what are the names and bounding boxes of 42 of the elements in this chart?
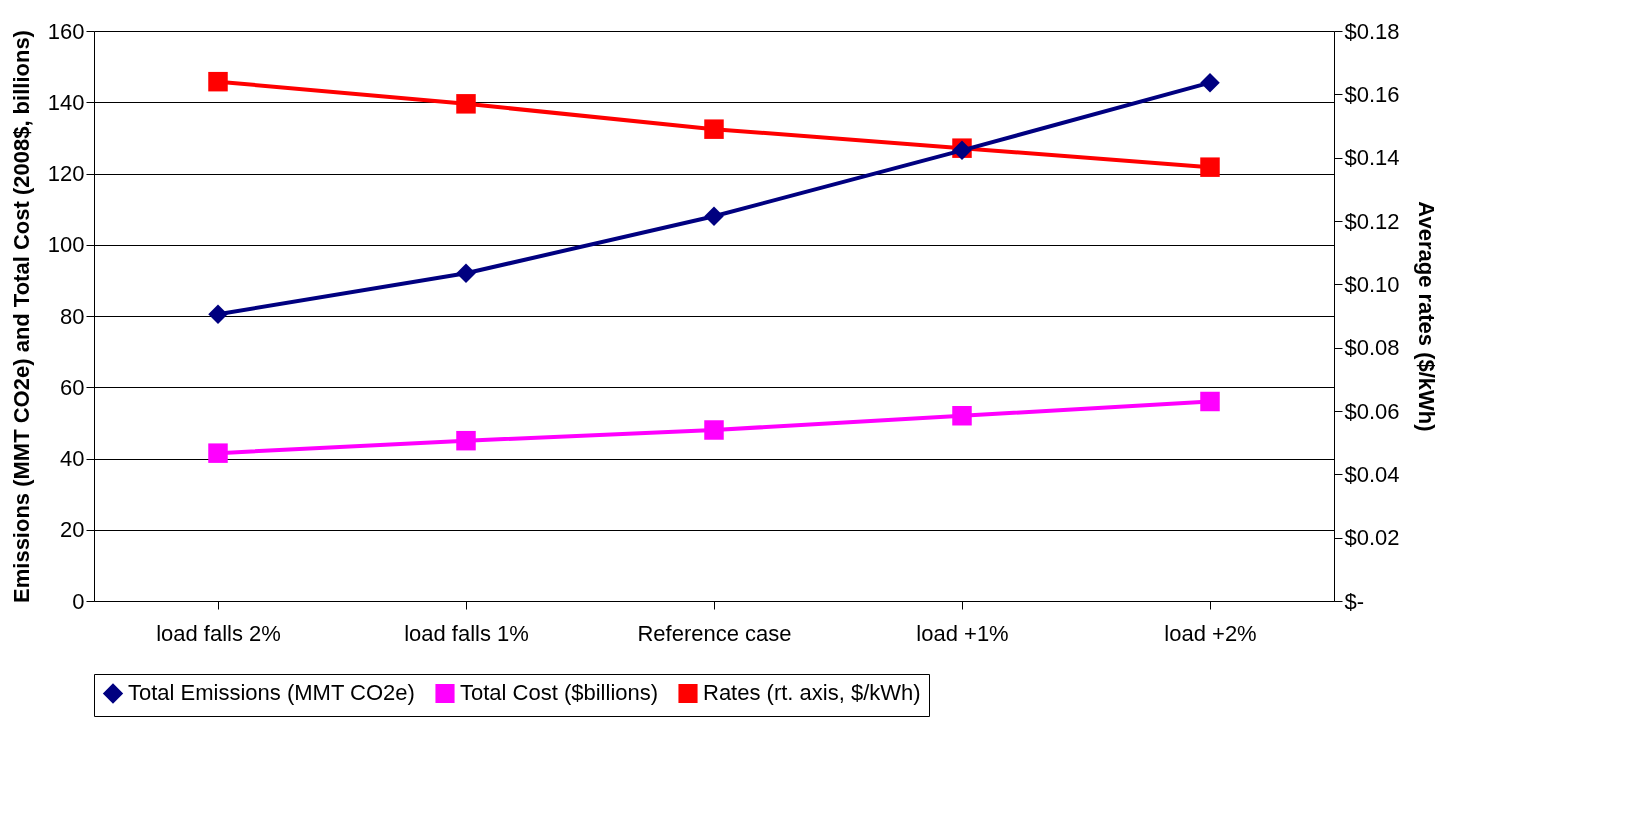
y2-tick-label: $0.18 [1344, 18, 1400, 44]
x-tick-label: load falls 1% [404, 620, 529, 646]
point [1200, 72, 1220, 93]
legend-label: Rates (rt. axis, $/kWh) [703, 680, 921, 706]
y2-tick-label: $0.02 [1344, 525, 1400, 551]
x-tick-label: load falls 2% [156, 620, 281, 646]
point [704, 119, 724, 139]
y-tick-label: 40 [60, 446, 85, 471]
y-tick-label: 20 [60, 517, 85, 543]
point [704, 420, 724, 440]
point [704, 206, 724, 226]
y2-axis-title: Average rates ($/kWh) [1413, 201, 1439, 432]
x-tick-label: load +2% [1164, 620, 1257, 646]
y2-tick-label: $0.16 [1344, 81, 1400, 107]
legend-label: Total Emissions (MMT CO2e) [128, 680, 415, 706]
point [1200, 391, 1220, 412]
y2-tick-label: $0.08 [1344, 335, 1400, 361]
y2-tick-label: $0.06 [1344, 398, 1400, 424]
legend-label: Total Cost ($billions) [460, 680, 659, 706]
point [208, 71, 228, 92]
point [456, 94, 476, 114]
x-tick-label: load +1% [916, 620, 1009, 646]
point [952, 406, 972, 426]
y-tick-label: 0 [72, 588, 85, 614]
y-tick-label: 100 [47, 232, 85, 258]
y-tick-label: 160 [47, 18, 85, 44]
y-axis-title: Emissions (MMT CO2e) and Total Cost (2008$, billions) [8, 30, 34, 603]
y2-tick-label: $0.12 [1344, 208, 1400, 234]
point [456, 430, 476, 451]
y-tick-label: 60 [60, 374, 85, 400]
point [456, 263, 476, 283]
y2-tick-label: $- [1344, 588, 1365, 614]
y2-tick-label: $0.14 [1344, 145, 1400, 171]
y2-tick-label: $0.10 [1344, 271, 1400, 297]
y-tick-label: 140 [47, 89, 85, 115]
point [208, 304, 228, 324]
y2-tick-label: $0.04 [1344, 461, 1400, 487]
y-tick-label: 120 [47, 161, 85, 186]
y-tick-label: 80 [60, 303, 85, 329]
point [208, 443, 228, 463]
point [1200, 157, 1220, 177]
x-tick-label: Reference case [637, 620, 792, 646]
